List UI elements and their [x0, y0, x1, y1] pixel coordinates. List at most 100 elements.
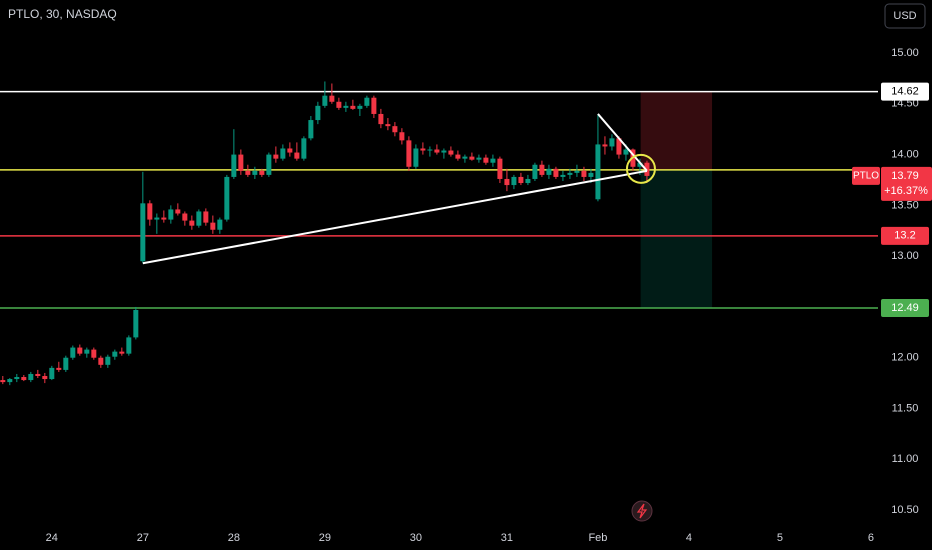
- candle-body: [329, 95, 335, 102]
- candle-body: [7, 379, 13, 383]
- candle-body: [539, 164, 545, 175]
- x-tick-label: 27: [137, 532, 149, 544]
- candle-body: [259, 170, 265, 175]
- x-tick-label: Feb: [588, 532, 607, 544]
- y-tick-label: 13.50: [891, 199, 919, 211]
- candle-body: [434, 149, 440, 153]
- candle-body: [63, 357, 69, 370]
- candle-body: [637, 162, 643, 167]
- change-label: +16.37%: [884, 185, 928, 197]
- candle-body: [210, 222, 216, 230]
- candle-body: [364, 97, 370, 106]
- y-tick-label: 10.50: [891, 504, 919, 516]
- candle-body: [385, 124, 391, 127]
- candle-body: [126, 337, 132, 354]
- candle-body: [560, 174, 566, 177]
- candle-body: [504, 178, 510, 186]
- candle-body: [217, 219, 223, 230]
- candle-body: [357, 105, 363, 109]
- plot-area: [0, 81, 878, 386]
- chart-title: PTLO, 30, NASDAQ: [8, 7, 117, 21]
- candle-body: [427, 149, 433, 151]
- candle-body: [175, 209, 181, 214]
- currency-button[interactable]: [884, 3, 926, 29]
- candle-body: [420, 148, 426, 151]
- candle-body: [77, 347, 83, 354]
- candle-body: [546, 168, 552, 175]
- candle-body: [511, 176, 517, 186]
- target-zone: [640, 169, 713, 308]
- y-tick-label: 14.00: [891, 148, 919, 160]
- candle-body: [322, 95, 328, 106]
- candle-body: [154, 217, 160, 220]
- candle-body: [252, 170, 258, 175]
- candle-body: [406, 140, 412, 167]
- y-tick-label: 11.50: [892, 402, 919, 414]
- candle-body: [196, 211, 202, 226]
- x-tick-label: 6: [868, 532, 874, 544]
- candle-body: [518, 176, 524, 184]
- x-tick-label: 4: [686, 532, 692, 544]
- candle-body: [623, 149, 629, 155]
- candle-body: [413, 148, 419, 167]
- candle-body: [602, 144, 608, 147]
- candle-body: [245, 170, 251, 175]
- y-tick-label: 11.00: [892, 453, 919, 465]
- candle-body: [98, 357, 104, 365]
- candle-body: [28, 373, 34, 381]
- candle-body: [616, 138, 622, 155]
- candle-body: [35, 373, 41, 377]
- candle-body: [168, 209, 174, 220]
- price-label-box: [881, 82, 929, 101]
- candle-body: [42, 376, 48, 380]
- candle-body: [189, 220, 195, 226]
- candle-body: [273, 154, 279, 159]
- candle-body: [392, 126, 398, 133]
- candle-body: [315, 105, 321, 121]
- candle-body: [140, 203, 146, 262]
- y-tick-label: 15.00: [891, 47, 919, 59]
- trendline: [142, 169, 648, 265]
- candle-body: [84, 349, 90, 354]
- candle-body: [280, 148, 286, 159]
- candle-body: [553, 168, 559, 177]
- candle-body: [469, 156, 475, 160]
- candle-body: [133, 309, 139, 338]
- candle-body: [567, 172, 573, 175]
- lightning-button[interactable]: [631, 500, 653, 522]
- candle-body: [609, 138, 615, 147]
- candle-body: [266, 154, 272, 175]
- currency-label[interactable]: USD: [893, 10, 916, 22]
- candle-body: [595, 144, 601, 200]
- candle-body: [182, 213, 188, 221]
- candle-body: [532, 164, 538, 179]
- last-price-box: [881, 166, 932, 201]
- candle-body: [21, 377, 27, 381]
- candle-body: [343, 105, 349, 108]
- candle-body: [350, 105, 356, 109]
- candle-body: [588, 172, 594, 177]
- stop-zone: [640, 91, 713, 170]
- candle-body: [476, 157, 482, 160]
- candle-body: [14, 377, 20, 380]
- candle-body: [490, 158, 496, 163]
- x-tick-label: 30: [410, 532, 422, 544]
- candle-body: [448, 150, 454, 155]
- candle-body: [161, 217, 167, 220]
- price-label: 12.49: [891, 302, 919, 314]
- price-label: 14.62: [891, 86, 919, 98]
- y-tick-label: 13.00: [891, 250, 919, 262]
- candle-body: [238, 154, 244, 171]
- x-tick-label: 31: [501, 532, 513, 544]
- candle-body: [378, 113, 384, 125]
- candle-body: [371, 97, 377, 114]
- candle-body: [224, 176, 230, 220]
- price-label-box: [881, 226, 929, 245]
- candle-body: [231, 154, 237, 177]
- candle-body: [308, 120, 314, 139]
- candle-body: [70, 347, 76, 358]
- y-tick-label: 14.50: [891, 98, 919, 110]
